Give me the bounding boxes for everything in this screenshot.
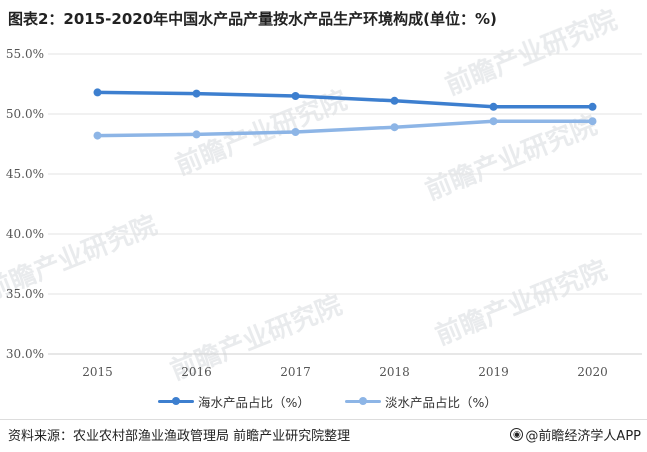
x-tick-label: 2016 xyxy=(181,365,212,379)
x-tick-label: 2018 xyxy=(379,365,410,379)
legend-marker-seawater xyxy=(172,396,180,405)
footer-divider xyxy=(0,419,647,420)
watermark-text: 前瞻产业研究院 xyxy=(441,5,621,102)
chart-title: 图表2：2015-2020年中国水产品产量按水产品生产环境构成(单位：%) xyxy=(8,10,497,28)
legend-item-seawater: 海水产品占比（%） xyxy=(158,391,310,411)
legend-label-freshwater: 淡水产品占比（%） xyxy=(385,394,497,410)
y-tick-label: 45.0% xyxy=(6,167,44,181)
data-point xyxy=(291,128,300,136)
line-chart: 前瞻产业研究院 前瞻产业研究院 前瞻产业研究院 前瞻产业研究院 前瞻产业研究院 … xyxy=(0,5,642,387)
x-tick-label: 2019 xyxy=(478,365,509,379)
y-tick-label: 35.0% xyxy=(6,287,44,301)
data-point xyxy=(588,117,597,126)
source-note: 资料来源：农业农村部渔业渔政管理局 前瞻产业研究院整理 xyxy=(8,429,351,444)
y-tick-label: 40.0% xyxy=(6,227,44,241)
y-tick-label: 30.0% xyxy=(6,347,44,361)
data-point xyxy=(588,102,597,111)
x-tick-label: 2020 xyxy=(577,365,608,379)
data-point xyxy=(489,102,498,111)
series-line xyxy=(95,119,595,138)
legend-marker-freshwater xyxy=(359,396,367,405)
y-tick-label: 55.0% xyxy=(6,47,44,61)
data-point xyxy=(390,96,399,105)
data-point xyxy=(489,117,498,126)
watermarks: 前瞻产业研究院 前瞻产业研究院 前瞻产业研究院 前瞻产业研究院 前瞻产业研究院 … xyxy=(0,5,621,387)
data-point xyxy=(192,89,201,98)
data-point xyxy=(93,131,102,140)
brand-credit: ◉ @前瞻经济学人APP xyxy=(510,425,641,444)
data-point xyxy=(93,88,102,97)
brand-text: @前瞻经济学人APP xyxy=(525,429,641,444)
x-axis: 2015 2016 2017 2018 2019 2020 xyxy=(82,365,608,379)
legend-label-seawater: 海水产品占比（%） xyxy=(198,394,310,410)
data-point xyxy=(192,130,201,139)
data-point xyxy=(291,92,300,100)
legend: 海水产品占比（%） 淡水产品占比（%） xyxy=(0,391,647,411)
legend-swatch-freshwater xyxy=(345,396,381,405)
y-axis: 30.0% 35.0% 40.0% 45.0% 50.0% 55.0% xyxy=(6,47,44,361)
x-tick-label: 2017 xyxy=(280,365,311,379)
x-tick-label: 2015 xyxy=(82,365,113,379)
watermark-text: 前瞻产业研究院 xyxy=(431,255,611,352)
compass-icon: ◉ xyxy=(510,428,524,441)
series-line xyxy=(95,90,595,109)
data-point xyxy=(390,123,399,132)
legend-swatch-seawater xyxy=(158,396,194,405)
y-tick-label: 50.0% xyxy=(6,107,44,121)
series-lines xyxy=(93,88,597,140)
grid-lines xyxy=(48,53,642,355)
legend-item-freshwater: 淡水产品占比（%） xyxy=(345,391,497,411)
